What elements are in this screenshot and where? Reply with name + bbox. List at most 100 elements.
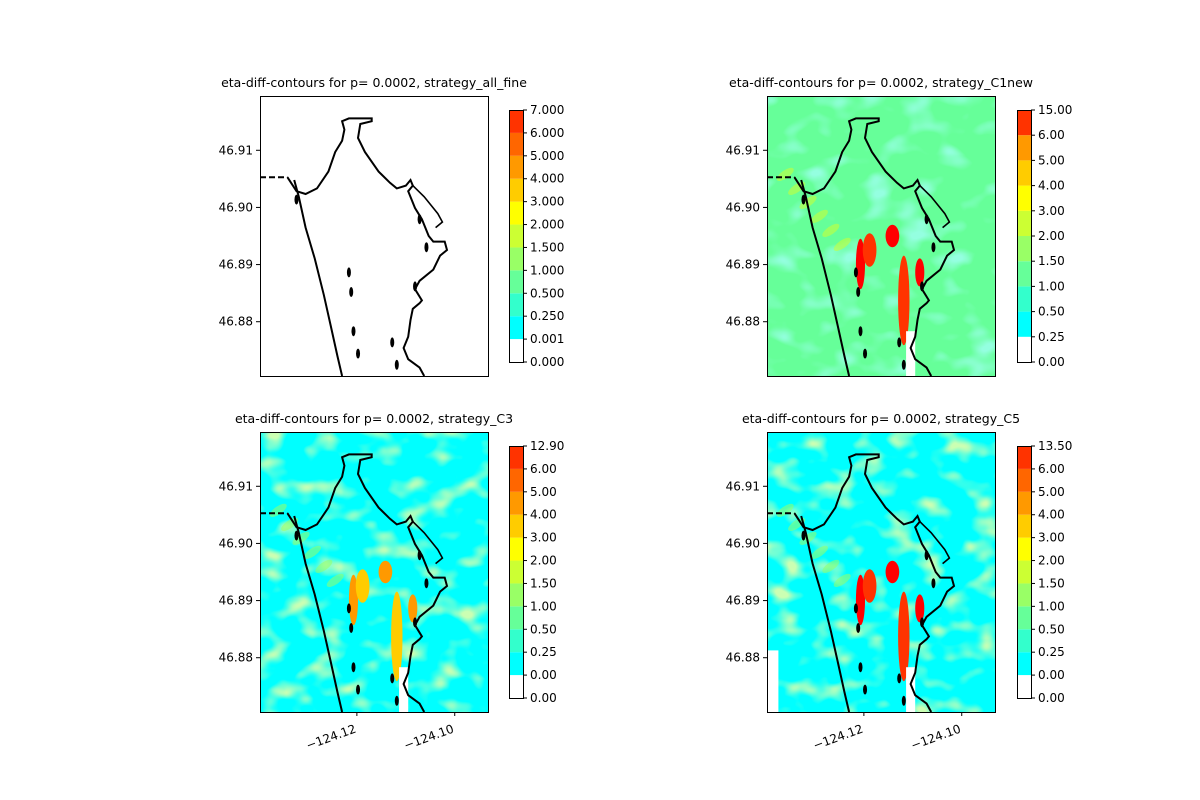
colorbar-tick-label: 3.00	[1038, 531, 1065, 545]
islet	[931, 242, 936, 253]
colorbar-segment	[509, 537, 523, 561]
colorbar-segment	[509, 155, 523, 179]
ripple-band	[315, 559, 333, 574]
colorbar-segment	[1017, 311, 1031, 337]
x-tick-label: −124.10	[909, 722, 963, 753]
islet	[413, 617, 418, 628]
islet	[356, 348, 361, 359]
y-tick-label: 46.91	[726, 479, 760, 493]
colorbar-segment	[1017, 629, 1031, 653]
islet	[390, 673, 395, 684]
islet	[931, 578, 936, 589]
y-tick-label: 46.91	[219, 143, 253, 157]
inland-shore	[412, 185, 444, 229]
islet	[897, 673, 902, 684]
islet	[390, 337, 395, 348]
hot-spot	[408, 594, 418, 623]
colorbar-segment	[1017, 537, 1031, 561]
colorbar-segment	[1017, 468, 1031, 492]
islet	[920, 281, 925, 292]
colorbar-tick-label: 4.00	[1038, 508, 1065, 522]
colorbar-segment	[1017, 185, 1031, 211]
colorbar-segment	[1017, 514, 1031, 538]
colorbar-segment	[509, 201, 523, 225]
y-tick-label: 46.90	[219, 536, 253, 550]
colorbar-tick-label: 1.50	[530, 576, 557, 590]
islet	[901, 359, 906, 370]
islet	[801, 530, 806, 541]
y-tick-label: 46.89	[219, 594, 253, 608]
hot-spot	[862, 569, 877, 603]
colorbar-segment	[509, 491, 523, 515]
channel-line	[293, 515, 344, 712]
colorbar-tick-label: 4.00	[1038, 179, 1065, 193]
colorbar-tick-label: 1.50	[1038, 576, 1065, 590]
islet	[413, 281, 418, 292]
ripple-band	[810, 209, 828, 224]
plot-area-1	[260, 96, 488, 376]
colorbar-tick-label: 0.25	[530, 645, 557, 659]
field-texture	[767, 96, 995, 376]
islet	[801, 194, 806, 205]
islet	[394, 359, 399, 370]
colorbar-segment	[509, 583, 523, 607]
islet	[853, 603, 858, 614]
coastline	[793, 453, 956, 712]
colorbar-tick-label: 0.50	[1038, 305, 1065, 319]
islet	[863, 348, 868, 359]
channel-line	[800, 515, 851, 712]
colorbar-segment	[1017, 675, 1031, 698]
panel-1: eta-diff-contours for p= 0.0002, strateg…	[219, 75, 564, 377]
nodata-strip-left	[767, 650, 779, 712]
panel-title: eta-diff-contours for p= 0.0002, strateg…	[742, 411, 1020, 426]
nodata-strip	[399, 667, 409, 712]
colorbar-segment	[1017, 110, 1031, 136]
colorbar-tick-label: 0.00	[1038, 668, 1065, 682]
islet	[901, 695, 906, 706]
inland-shore	[919, 521, 951, 565]
islet	[856, 623, 861, 633]
colorbar-segment	[1017, 336, 1031, 362]
hot-spot	[355, 569, 370, 603]
colorbar-frame	[509, 110, 524, 363]
colorbar-tick-label: 6.000	[530, 126, 564, 140]
field-background	[260, 96, 488, 376]
hot-spot	[915, 258, 925, 287]
islet	[417, 550, 422, 561]
colorbar-segment	[509, 629, 523, 653]
x-tick-label: −124.12	[811, 722, 865, 753]
colorbar-tick-label: 0.00	[530, 668, 557, 682]
colorbar-tick-label: 5.00	[530, 485, 557, 499]
axes-frame	[767, 432, 996, 713]
islet	[853, 267, 858, 278]
colorbar-segment	[1017, 652, 1031, 676]
islet	[863, 684, 868, 695]
ripple-band	[281, 517, 299, 532]
colorbar-tick-label: 2.000	[530, 218, 564, 232]
plot-area-2	[767, 96, 995, 376]
islet	[346, 267, 351, 278]
colorbar-tick-label: 0.250	[530, 309, 564, 323]
panel-4: eta-diff-contours for p= 0.0002, strateg…	[726, 411, 1073, 753]
colorbar-segment	[509, 446, 523, 469]
y-tick-label: 46.90	[219, 200, 253, 214]
colorbar-segment	[509, 110, 523, 133]
colorbar-tick-label: 5.00	[1038, 485, 1065, 499]
islet	[294, 530, 299, 541]
colorbar-tick-label: 3.00	[530, 531, 557, 545]
panel-title: eta-diff-contours for p= 0.0002, strateg…	[729, 75, 1033, 90]
colorbar-tick-label: 3.000	[530, 195, 564, 209]
colorbar-tick-label: 0.001	[530, 332, 564, 346]
x-tick-label: −124.10	[402, 722, 456, 753]
islet	[351, 662, 356, 673]
colorbar-tick-label: 0.50	[530, 622, 557, 636]
colorbar-segment	[509, 270, 523, 294]
islet	[294, 194, 299, 205]
colorbar-segment	[1017, 286, 1031, 312]
colorbar-tick-label: 0.25	[1038, 330, 1065, 344]
colorbar-segment	[509, 224, 523, 248]
panel-title: eta-diff-contours for p= 0.0002, strateg…	[221, 75, 527, 90]
colorbar-segment	[509, 468, 523, 492]
colorbar-segment	[509, 339, 523, 362]
ripple-band	[822, 559, 840, 574]
